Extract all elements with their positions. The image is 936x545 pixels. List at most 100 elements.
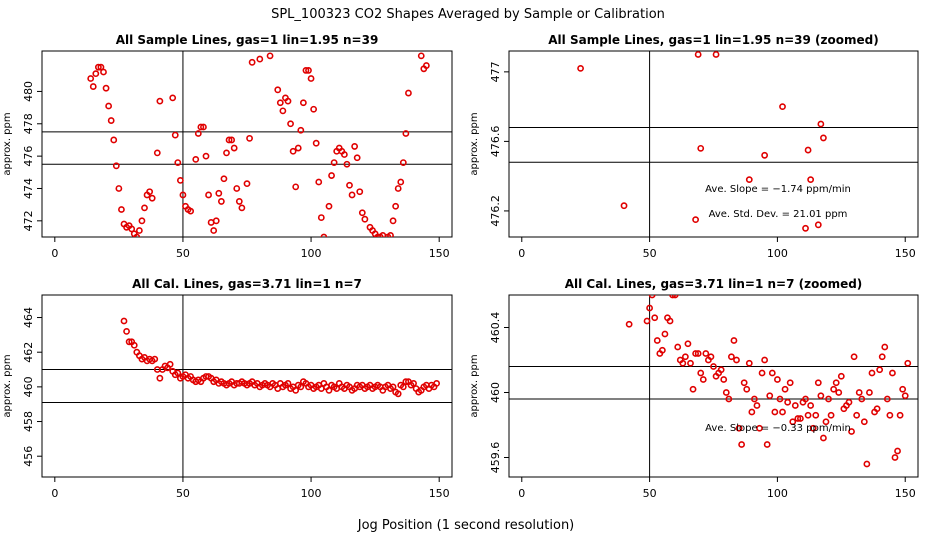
data-point (235, 198, 243, 205)
data-point (804, 411, 812, 419)
data-point (904, 359, 912, 367)
data-point (305, 67, 312, 74)
data-point (858, 395, 866, 403)
data-point (814, 379, 822, 387)
x-tick-label: 150 (429, 247, 450, 260)
y-tick-label: 474 (22, 178, 35, 199)
points-group (577, 51, 827, 232)
x-tick-label: 100 (301, 247, 322, 260)
data-point (238, 204, 246, 212)
data-point (248, 58, 256, 66)
y-axis-label: approx. ppm (469, 354, 480, 417)
data-point (389, 383, 397, 391)
y-tick-label: 456 (22, 446, 35, 467)
data-point (110, 136, 118, 144)
data-point (274, 86, 282, 94)
x-tick-label: 0 (518, 487, 525, 500)
data-point (745, 359, 753, 367)
y-axis-label: approx. ppm (469, 112, 480, 175)
data-point (825, 395, 832, 403)
data-point (394, 185, 402, 192)
data-point (325, 202, 333, 210)
data-point (766, 392, 774, 400)
data-point (417, 52, 425, 60)
stat-annotation: Ave. Slope = −0.33 ppm/min (705, 423, 851, 434)
data-point (317, 214, 325, 221)
points-group (625, 295, 912, 468)
data-point (212, 217, 220, 225)
data-point (643, 317, 651, 325)
data-point (107, 117, 115, 124)
stat-annotation: Ave. Std. Dev. = 21.01 ppm (709, 209, 848, 220)
data-point (128, 225, 136, 233)
data-point (791, 402, 799, 409)
data-point (761, 356, 769, 364)
data-point (284, 97, 292, 105)
data-point (105, 102, 113, 110)
y-tick-label: 476 (22, 146, 35, 167)
data-point (863, 460, 871, 468)
x-tick-label: 50 (176, 247, 190, 260)
data-point (889, 369, 896, 377)
data-point (315, 178, 323, 186)
stat-annotation: Ave. Slope = −1.74 ppm/min (705, 184, 851, 195)
y-tick-label: 476.2 (489, 195, 502, 227)
y-tick-label: 478 (22, 113, 35, 134)
data-point (738, 441, 746, 448)
data-point (699, 376, 707, 383)
data-point (397, 178, 405, 186)
data-point (310, 105, 318, 113)
panel-title: All Sample Lines, gas=1 lin=1.95 n=39 (116, 33, 379, 47)
data-point (153, 149, 161, 157)
data-point (169, 94, 177, 102)
data-point (356, 188, 364, 196)
data-point (720, 376, 728, 383)
data-point (807, 402, 815, 409)
data-point (786, 379, 794, 387)
data-point (671, 295, 679, 299)
data-point (717, 366, 725, 374)
figure-xlabel: Jog Position (1 second resolution) (357, 518, 575, 533)
data-point (814, 221, 822, 229)
data-point (684, 340, 692, 348)
data-point (848, 428, 855, 435)
data-point (166, 360, 174, 368)
data-point (901, 392, 909, 400)
data-point (817, 120, 825, 128)
data-point (669, 295, 676, 299)
data-point (174, 369, 182, 377)
data-point (886, 411, 894, 419)
data-point (100, 68, 107, 76)
data-point (697, 369, 705, 377)
y-tick-label: 480 (22, 81, 35, 102)
data-point (125, 338, 133, 346)
data-point (817, 392, 825, 400)
y-tick-label: 477 (489, 61, 502, 82)
data-point (620, 202, 628, 210)
data-point (225, 136, 233, 144)
data-point (202, 152, 210, 160)
data-point (151, 355, 159, 363)
data-point (710, 363, 717, 370)
data-point (266, 52, 274, 60)
data-point (768, 369, 776, 377)
data-point (223, 149, 230, 157)
data-point (822, 418, 830, 426)
y-tick-label: 460.4 (489, 312, 502, 344)
data-point (883, 395, 891, 403)
x-tick-label: 150 (895, 247, 916, 260)
data-point (689, 385, 697, 393)
data-point (422, 62, 430, 69)
data-point (812, 411, 820, 419)
data-point (748, 408, 756, 416)
data-point (112, 162, 120, 170)
data-point (878, 353, 886, 361)
data-point (228, 136, 236, 144)
data-point (751, 395, 758, 403)
data-point (866, 389, 873, 396)
data-point (725, 395, 733, 403)
data-point (876, 366, 884, 374)
data-point (779, 408, 786, 416)
data-point (850, 353, 858, 361)
